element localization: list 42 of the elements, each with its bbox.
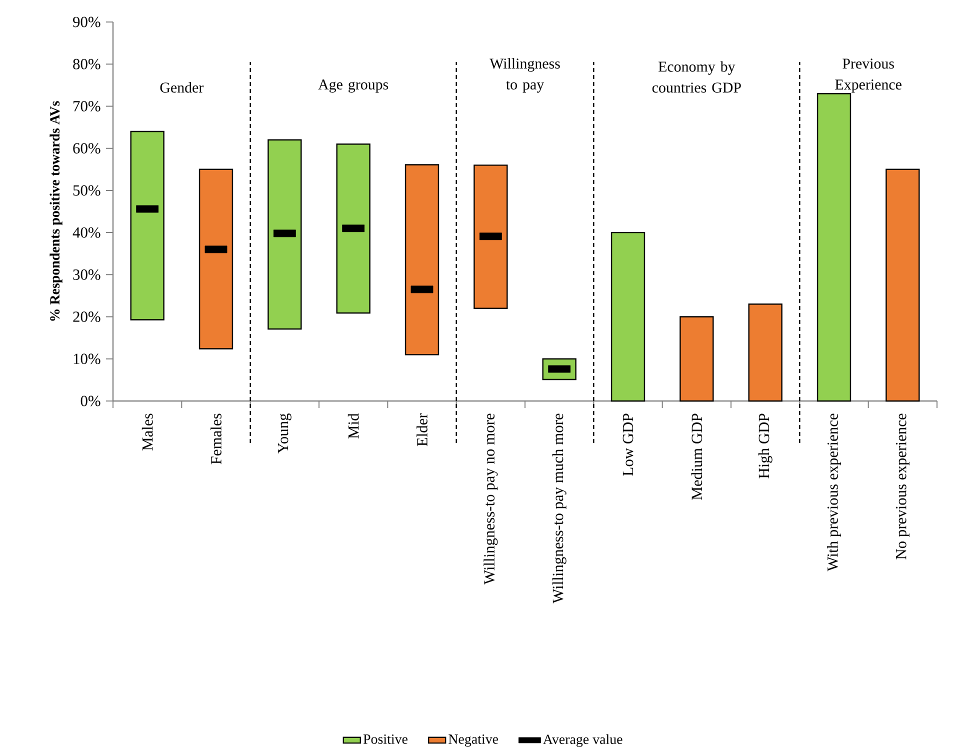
y-tick-label: 20% <box>73 312 100 322</box>
bar <box>336 144 370 314</box>
x-tick-label: Low GDP <box>622 414 634 476</box>
x-tick-label: Elder <box>416 413 428 446</box>
bar <box>680 316 714 402</box>
bar <box>198 168 234 350</box>
bar <box>474 164 508 309</box>
bar <box>610 232 646 402</box>
y-tick-label: 50% <box>73 185 100 196</box>
y-tick-label: 80% <box>73 58 100 70</box>
y-tick-label: 70% <box>74 100 100 112</box>
y-tick-label: 10% <box>74 354 100 364</box>
legend-label: Positive <box>363 734 408 744</box>
x-tick-label: Females <box>210 414 222 464</box>
annotation: Willingness to pay <box>490 58 560 93</box>
y-tick-label: 0% <box>80 396 100 406</box>
bar <box>268 139 302 330</box>
y-tick-label: 60% <box>73 143 100 154</box>
bar <box>886 168 920 402</box>
y-tick-label: 40% <box>72 227 100 238</box>
x-tick-label: Medium GDP <box>691 414 702 500</box>
y-axis-title: % Respondents positive towards AVs <box>50 101 62 321</box>
bar <box>404 164 440 356</box>
bar <box>816 92 852 402</box>
x-tick-label: Willingness-to pay much more <box>552 414 566 604</box>
annotation: Previous Experience <box>835 58 902 93</box>
annotation: Economy by countries GDP <box>652 61 741 93</box>
x-tick-label: Willingness-to pay no more <box>484 414 498 585</box>
bar <box>748 304 782 402</box>
annotation: Gender <box>160 82 204 93</box>
y-tick-label: 90% <box>73 16 100 28</box>
y-tick-label: 30% <box>73 269 100 280</box>
legend-label: Average value <box>543 734 622 747</box>
x-tick-label: No previous experience <box>896 414 910 560</box>
x-tick-label: With previous experience <box>827 414 842 572</box>
bar <box>130 130 164 320</box>
x-tick-label: Males <box>142 414 153 450</box>
annotation: Age groups <box>318 80 388 93</box>
legend-label: Negative <box>448 734 498 747</box>
x-tick-label: Mid <box>348 413 359 438</box>
x-tick-label: High GDP <box>758 414 772 478</box>
x-tick-label: Young <box>278 413 292 454</box>
